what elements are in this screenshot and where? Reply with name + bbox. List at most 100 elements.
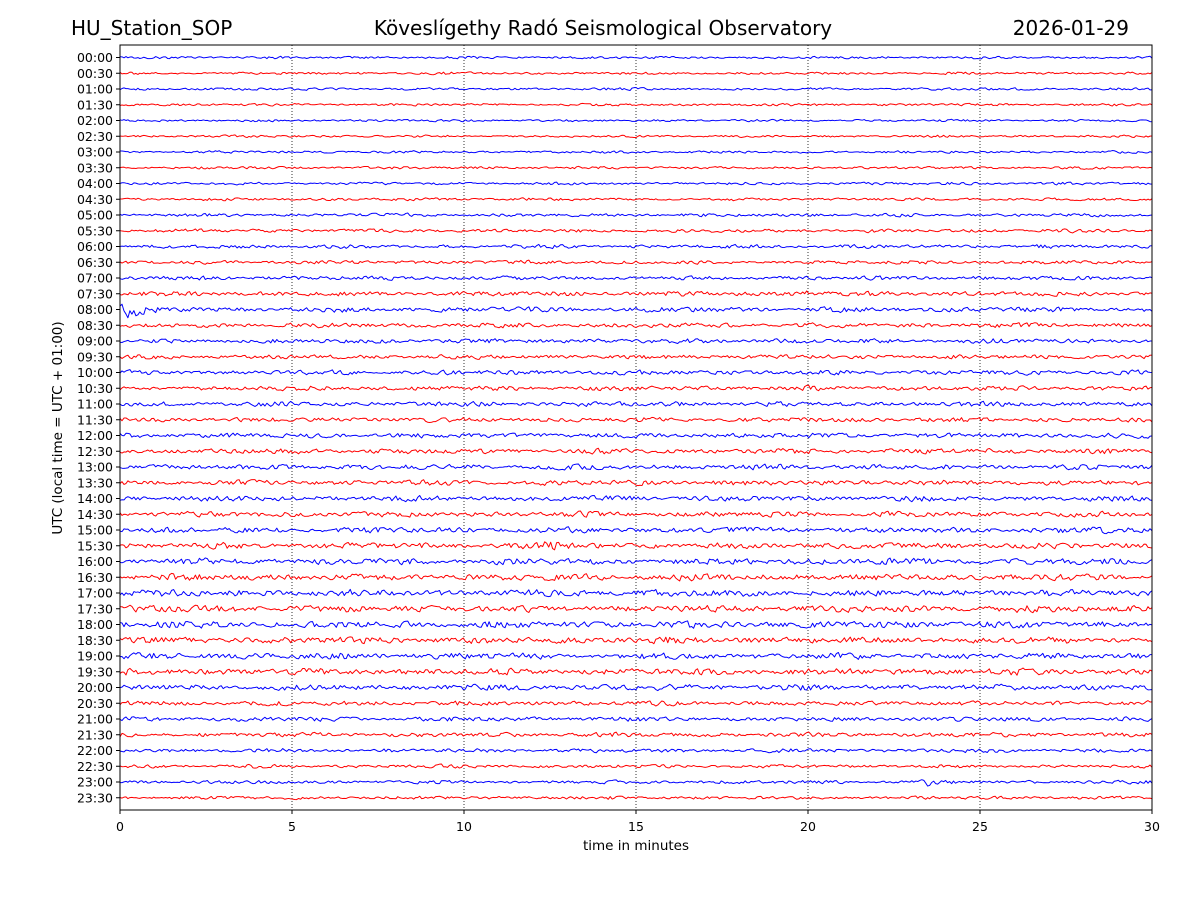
trace-1930 xyxy=(119,667,1153,676)
trace-1330 xyxy=(119,479,1153,487)
trace-1600 xyxy=(119,557,1153,566)
trace-0530 xyxy=(119,228,1153,234)
y-tick-label: 05:30 xyxy=(77,223,113,238)
trace-2030 xyxy=(119,700,1153,707)
y-tick-label: 19:00 xyxy=(77,649,113,664)
y-tick-label: 16:00 xyxy=(77,554,113,569)
x-tick-label: 10 xyxy=(456,819,472,834)
trace-0400 xyxy=(119,181,1153,186)
y-tick-label: 17:30 xyxy=(77,601,113,616)
trace-2300 xyxy=(119,779,1153,787)
trace-0000 xyxy=(119,55,1153,60)
y-tick-label: 06:30 xyxy=(77,255,113,270)
y-tick-label: 00:00 xyxy=(77,50,113,65)
trace-1130 xyxy=(119,416,1153,423)
trace-1200 xyxy=(119,432,1153,439)
y-tick-label: 14:30 xyxy=(77,507,113,522)
y-tick-label: 11:30 xyxy=(77,412,113,427)
trace-1630 xyxy=(119,572,1153,582)
y-tick-label: 23:00 xyxy=(77,775,113,790)
x-tick-label: 25 xyxy=(972,819,988,834)
y-tick-label: 18:00 xyxy=(77,617,113,632)
trace-0100 xyxy=(119,87,1153,92)
trace-1030 xyxy=(119,384,1153,392)
y-tick-label: 09:30 xyxy=(77,349,113,364)
y-tick-label: 14:00 xyxy=(77,491,113,506)
trace-0230 xyxy=(119,134,1153,139)
trace-1730 xyxy=(119,604,1153,614)
x-axis-label: time in minutes xyxy=(583,838,689,854)
y-tick-label: 15:30 xyxy=(77,538,113,553)
trace-2230 xyxy=(119,763,1153,769)
trace-0430 xyxy=(119,197,1153,202)
trace-0900 xyxy=(119,338,1153,344)
trace-0830 xyxy=(119,322,1153,329)
y-tick-label: 10:30 xyxy=(77,381,113,396)
y-tick-label: 09:00 xyxy=(77,334,113,349)
y-tick-label: 22:30 xyxy=(77,759,113,774)
x-tick-label: 15 xyxy=(628,819,644,834)
y-tick-label: 21:30 xyxy=(77,727,113,742)
trace-0200 xyxy=(119,118,1153,123)
trace-2100 xyxy=(119,716,1153,722)
y-tick-label: 07:00 xyxy=(77,271,113,286)
vertical-gridlines xyxy=(291,45,981,810)
x-tick-label: 20 xyxy=(800,819,816,834)
y-tick-label: 19:30 xyxy=(77,664,113,679)
trace-0800 xyxy=(119,303,1153,319)
trace-2000 xyxy=(119,683,1153,692)
trace-0300 xyxy=(119,150,1153,154)
y-tick-label: 22:00 xyxy=(77,743,113,758)
trace-0500 xyxy=(119,212,1153,218)
y-tick-label: 08:00 xyxy=(77,302,113,317)
trace-1830 xyxy=(119,636,1153,645)
y-tick-label: 12:30 xyxy=(77,444,113,459)
y-tick-label: 02:30 xyxy=(77,129,113,144)
y-tick-label: 16:30 xyxy=(77,570,113,585)
trace-0630 xyxy=(119,259,1153,265)
y-tick-label: 08:30 xyxy=(77,318,113,333)
y-tick-label: 04:30 xyxy=(77,192,113,207)
x-tick-label: 0 xyxy=(116,819,124,834)
trace-1900 xyxy=(119,652,1153,660)
y-tick-label: 18:30 xyxy=(77,633,113,648)
y-tick-label: 13:00 xyxy=(77,460,113,475)
trace-1800 xyxy=(119,620,1153,629)
trace-1700 xyxy=(119,588,1153,598)
y-tick-label: 10:00 xyxy=(77,365,113,380)
trace-0930 xyxy=(119,354,1153,360)
x-tick-label: 30 xyxy=(1144,819,1160,834)
trace-2130 xyxy=(119,731,1153,738)
y-tick-label: 03:00 xyxy=(77,145,113,160)
y-tick-label: 05:00 xyxy=(77,208,113,223)
y-tick-label: 20:30 xyxy=(77,696,113,711)
y-tick-label: 12:00 xyxy=(77,428,113,443)
y-tick-label: 23:30 xyxy=(77,790,113,805)
y-tick-label: 13:30 xyxy=(77,475,113,490)
y-tick-label: 11:00 xyxy=(77,397,113,412)
trace-1400 xyxy=(119,494,1153,503)
trace-1430 xyxy=(119,510,1153,518)
seismic-traces xyxy=(119,55,1153,801)
trace-0700 xyxy=(119,275,1153,281)
y-tick-label: 17:00 xyxy=(77,586,113,601)
y-tick-label: 21:00 xyxy=(77,712,113,727)
trace-0730 xyxy=(119,290,1153,297)
y-tick-label: 07:30 xyxy=(77,286,113,301)
x-tick-label: 5 xyxy=(288,819,296,834)
x-axis-ticks: 0 5 10 15 20 25 30 xyxy=(116,810,1160,834)
trace-1230 xyxy=(119,447,1153,455)
chart-date: 2026-01-29 xyxy=(1013,16,1129,40)
chart-title: Köveslígethy Radó Seismological Observat… xyxy=(374,16,832,40)
y-axis-ticks: 00:0000:3001:0001:3002:0002:3003:0003:30… xyxy=(77,50,120,805)
trace-2330 xyxy=(119,795,1153,801)
y-tick-label: 20:00 xyxy=(77,680,113,695)
trace-0130 xyxy=(119,102,1153,107)
y-tick-label: 00:30 xyxy=(77,66,113,81)
y-tick-label: 03:30 xyxy=(77,160,113,175)
trace-1000 xyxy=(119,369,1153,376)
y-tick-label: 01:30 xyxy=(77,97,113,112)
trace-1530 xyxy=(119,541,1153,551)
trace-1100 xyxy=(119,400,1153,407)
